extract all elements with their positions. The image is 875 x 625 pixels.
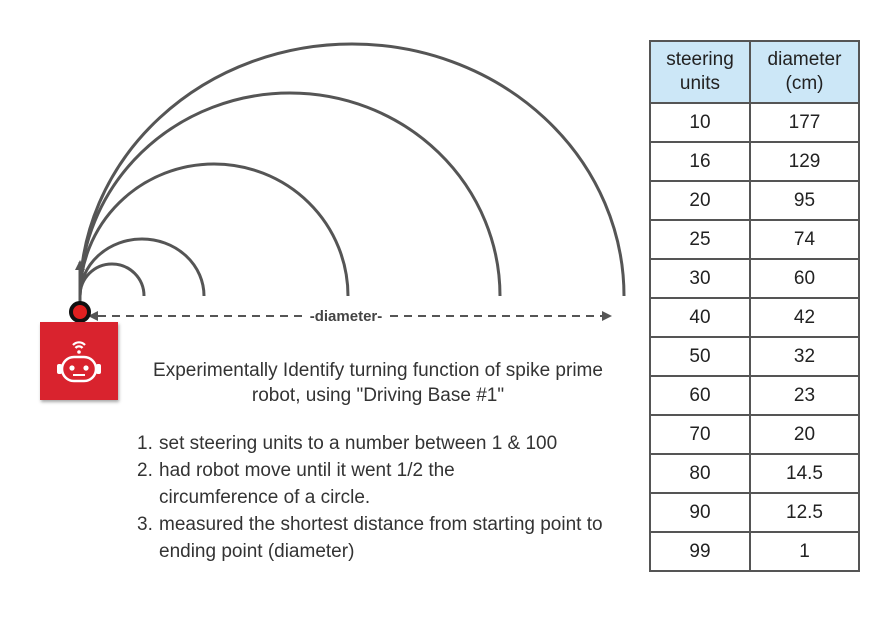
cell-steering: 70 xyxy=(649,414,751,455)
table-row: 60 23 xyxy=(649,375,860,416)
cell-diameter: 177 xyxy=(749,102,860,143)
cell-diameter: 20 xyxy=(749,414,860,455)
procedure-step: 1. set steering units to a number betwee… xyxy=(137,430,637,457)
cell-diameter: 129 xyxy=(749,141,860,182)
cell-steering: 40 xyxy=(649,297,751,338)
steering-diameter-table: steering units diameter (cm) 10 177 16 129… xyxy=(649,40,860,572)
step-text: had robot move until it went 1/2 the cir… xyxy=(159,460,455,508)
cell-diameter: 23 xyxy=(749,375,860,416)
cell-steering: 30 xyxy=(649,258,751,299)
cell-diameter: 95 xyxy=(749,180,860,221)
start-point-dot xyxy=(69,301,91,323)
robot-icon-tile xyxy=(40,322,118,400)
cell-diameter: 74 xyxy=(749,219,860,260)
turn-arc-1 xyxy=(78,262,146,297)
cell-steering: 99 xyxy=(649,531,751,572)
experiment-title: Experimentally Identify turning function… xyxy=(153,360,603,406)
turn-arc-2 xyxy=(78,237,206,297)
robot-icon xyxy=(57,341,101,383)
table-header-row: steering units diameter (cm) xyxy=(649,40,860,104)
step-number: 3. xyxy=(137,514,153,535)
header-diameter: diameter (cm) xyxy=(749,40,860,104)
procedure-step: 2. had robot move until it went 1/2 the … xyxy=(137,457,559,511)
table-row: 16 129 xyxy=(649,141,860,182)
table-row: 25 74 xyxy=(649,219,860,260)
cell-diameter: 14.5 xyxy=(749,453,860,494)
step-number: 2. xyxy=(137,460,153,481)
step-number: 1. xyxy=(137,433,153,454)
turn-arc-5 xyxy=(78,42,626,297)
table-row: 80 14.5 xyxy=(649,453,860,494)
procedure-steps: 1. set steering units to a number betwee… xyxy=(137,430,637,565)
cell-diameter: 60 xyxy=(749,258,860,299)
cell-steering: 80 xyxy=(649,453,751,494)
table-row: 99 1 xyxy=(649,531,860,572)
step-text: set steering units to a number between 1… xyxy=(159,433,558,454)
cell-steering: 16 xyxy=(649,141,751,182)
cell-steering: 50 xyxy=(649,336,751,377)
cell-diameter: 42 xyxy=(749,297,860,338)
table-row: 70 20 xyxy=(649,414,860,455)
cell-steering: 20 xyxy=(649,180,751,221)
turn-arc-3 xyxy=(78,162,350,297)
cell-diameter: 1 xyxy=(749,531,860,572)
cell-diameter: 12.5 xyxy=(749,492,860,533)
table-row: 90 12.5 xyxy=(649,492,860,533)
step-text: measured the shortest distance from star… xyxy=(159,514,603,562)
table-row: 10 177 xyxy=(649,102,860,143)
cell-steering: 90 xyxy=(649,492,751,533)
table-row: 20 95 xyxy=(649,180,860,221)
cell-steering: 60 xyxy=(649,375,751,416)
cell-diameter: 32 xyxy=(749,336,860,377)
procedure-step: 3. measured the shortest distance from s… xyxy=(137,511,629,565)
diameter-label: -diameter- xyxy=(310,308,383,325)
table-row: 50 32 xyxy=(649,336,860,377)
turn-arc-4 xyxy=(78,91,502,297)
table-row: 30 60 xyxy=(649,258,860,299)
table-row: 40 42 xyxy=(649,297,860,338)
cell-steering: 25 xyxy=(649,219,751,260)
cell-steering: 10 xyxy=(649,102,751,143)
header-steering-units: steering units xyxy=(649,40,751,104)
